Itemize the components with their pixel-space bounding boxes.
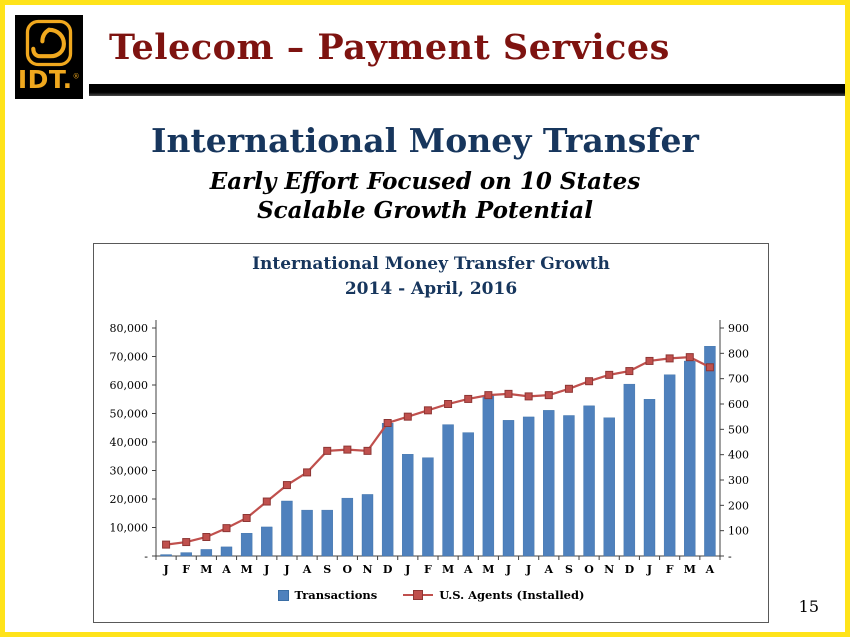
- svg-text:700: 700: [728, 373, 749, 386]
- svg-text:60,000: 60,000: [110, 379, 149, 392]
- legend-item-transactions: Transactions: [277, 588, 378, 602]
- page-number: 15: [798, 597, 819, 616]
- svg-text:F: F: [424, 563, 432, 576]
- header-divider-bar: [89, 84, 845, 96]
- svg-text:A: A: [705, 563, 715, 576]
- svg-text:S: S: [565, 563, 573, 576]
- svg-text:N: N: [604, 563, 614, 576]
- svg-text:J: J: [404, 563, 410, 576]
- page-title: International Money Transfer: [151, 121, 699, 160]
- page-subtitle-1: Early Effort Focused on 10 States: [209, 168, 641, 195]
- svg-text:100: 100: [728, 525, 749, 538]
- agents-line: [162, 353, 714, 549]
- svg-text:A: A: [463, 563, 473, 576]
- svg-text:30,000: 30,000: [110, 465, 149, 478]
- svg-text:O: O: [343, 563, 353, 576]
- svg-text:O: O: [584, 563, 594, 576]
- svg-text:-: -: [144, 550, 148, 563]
- svg-text:200: 200: [728, 499, 749, 512]
- svg-text:800: 800: [728, 347, 749, 360]
- svg-text:D: D: [625, 563, 635, 576]
- chart-plot: - 10,000 20,000 30,000 40,000 50,000 60,000 70,…: [110, 320, 749, 576]
- svg-text:900: 900: [728, 322, 749, 335]
- idt-logo: IDT.®: [15, 15, 83, 99]
- idt-logo-icon: [25, 19, 73, 67]
- legend-item-agents: U.S. Agents (Installed): [403, 588, 585, 602]
- svg-text:50,000: 50,000: [110, 408, 149, 421]
- svg-text:M: M: [482, 563, 494, 576]
- chart-legend: Transactions U.S. Agents (Installed): [94, 588, 768, 602]
- svg-text:J: J: [283, 563, 289, 576]
- chart-title: International Money Transfer Growth: [252, 254, 610, 274]
- registered-mark: ®: [72, 72, 81, 81]
- svg-text:400: 400: [728, 449, 749, 462]
- svg-text:300: 300: [728, 474, 749, 487]
- svg-text:600: 600: [728, 398, 749, 411]
- svg-text:70,000: 70,000: [110, 351, 149, 364]
- svg-text:J: J: [646, 563, 652, 576]
- agents-swatch-icon: [403, 590, 434, 600]
- axis-labels: - 10,000 20,000 30,000 40,000 50,000 60,000 70,…: [110, 320, 749, 576]
- svg-text:M: M: [442, 563, 454, 576]
- svg-text:F: F: [182, 563, 190, 576]
- svg-text:500: 500: [728, 423, 749, 436]
- chart-container: International Money Transfer Growth 2014…: [93, 243, 769, 623]
- svg-text:F: F: [666, 563, 674, 576]
- svg-text:20,000: 20,000: [110, 493, 149, 506]
- svg-text:J: J: [505, 563, 511, 576]
- idt-logo-text: IDT.®: [17, 65, 81, 94]
- svg-text:80,000: 80,000: [110, 322, 149, 335]
- svg-text:A: A: [544, 563, 554, 576]
- svg-text:S: S: [323, 563, 331, 576]
- svg-text:M: M: [684, 563, 696, 576]
- svg-text:10,000: 10,000: [110, 522, 149, 535]
- svg-text:A: A: [302, 563, 312, 576]
- legend-label-agents: U.S. Agents (Installed): [439, 588, 585, 602]
- svg-text:J: J: [263, 563, 269, 576]
- svg-text:N: N: [362, 563, 372, 576]
- svg-text:40,000: 40,000: [110, 436, 149, 449]
- transactions-swatch-icon: [277, 589, 289, 601]
- legend-label-transactions: Transactions: [294, 588, 378, 602]
- transactions-bars: [160, 346, 716, 557]
- svg-text:A: A: [221, 563, 231, 576]
- svg-text:J: J: [525, 563, 531, 576]
- slide-header-title: Telecom – Payment Services: [109, 27, 670, 68]
- svg-text:M: M: [241, 563, 253, 576]
- svg-text:D: D: [383, 563, 393, 576]
- chart-subtitle: 2014 - April, 2016: [344, 279, 518, 299]
- svg-text:M: M: [200, 563, 212, 576]
- svg-text:-: -: [728, 550, 732, 563]
- page-subtitle-2: Scalable Growth Potential: [257, 197, 593, 224]
- svg-text:J: J: [162, 563, 168, 576]
